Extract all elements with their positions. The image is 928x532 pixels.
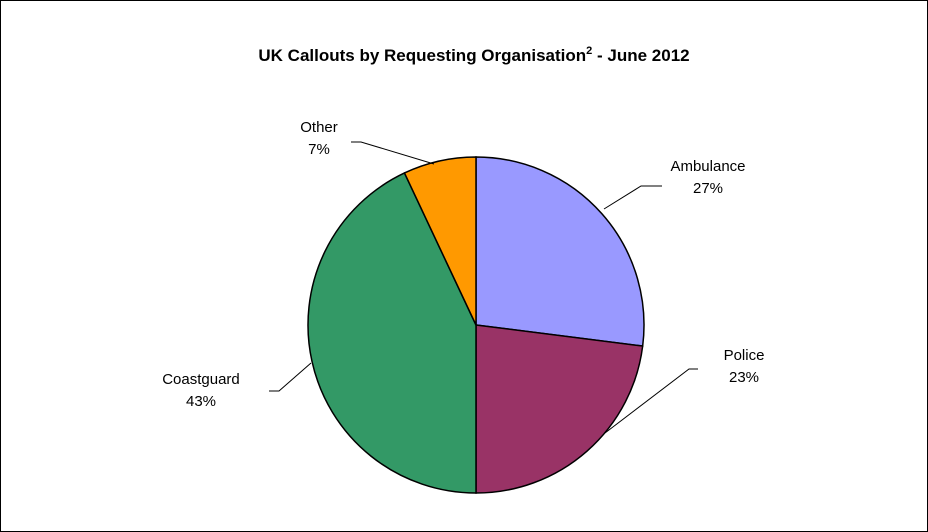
leader-line-police [604,368,698,434]
slice-label-other: Other [300,119,338,136]
slice-other [403,156,477,326]
slice-label-ambulance: Ambulance [670,158,745,175]
slice-coastguard [307,171,477,494]
leader-line-ambulance [603,185,662,210]
slice-label-coastguard: Coastguard [162,371,240,388]
leader-line-other [351,141,435,165]
chart-title: UK Callouts by Requesting Organisation2 … [258,45,689,65]
slice-value-other: 7% [308,141,330,158]
slice-label-police: Police [724,347,765,364]
slice-value-coastguard: 43% [186,393,216,410]
slice-value-ambulance: 27% [693,180,723,197]
title-suffix: - June 2012 [592,46,689,65]
slice-ambulance [475,156,645,347]
slice-labels: Ambulance 27% Police 23% Coastguard 43% Other 7… [162,119,764,410]
pie-slices [307,156,645,494]
title-main: UK Callouts by Requesting Organisation [258,46,586,65]
leader-lines [269,141,698,434]
leader-line-coastguard [269,362,312,392]
slice-police [475,324,644,494]
slice-value-police: 23% [729,369,759,386]
title-superscript: 2 [586,45,592,57]
